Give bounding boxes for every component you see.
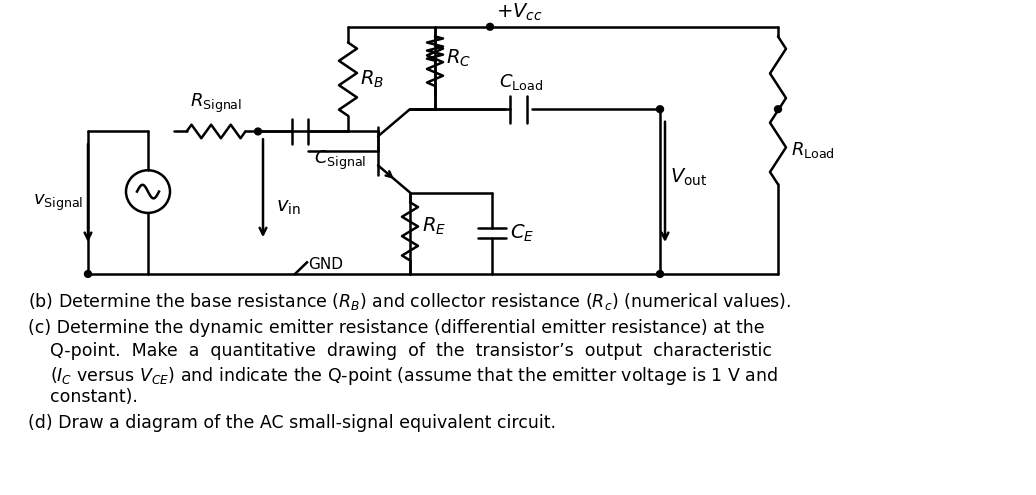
Circle shape [657,106,663,112]
Text: $+V_{cc}$: $+V_{cc}$ [496,1,543,23]
Text: Q-point.  Make  a  quantitative  drawing  of  the  transistor’s  output  charact: Q-point. Make a quantitative drawing of … [50,342,772,360]
Text: $R_{\mathrm{Load}}$: $R_{\mathrm{Load}}$ [792,141,835,160]
Text: (d) Draw a diagram of the AC small-signal equivalent circuit.: (d) Draw a diagram of the AC small-signa… [28,413,556,432]
Circle shape [85,271,91,277]
Text: $C_{\mathrm{Load}}$: $C_{\mathrm{Load}}$ [498,72,543,92]
Text: ($I_C$ versus $V_{CE}$) and indicate the Q-point (assume that the emitter voltag: ($I_C$ versus $V_{CE}$) and indicate the… [50,365,778,387]
Circle shape [255,128,261,135]
Text: $v_{\mathrm{in}}$: $v_{\mathrm{in}}$ [276,198,300,217]
Text: $R_B$: $R_B$ [359,68,384,90]
Text: GND: GND [308,257,343,272]
Text: (c) Determine the dynamic emitter resistance (differential emitter resistance) a: (c) Determine the dynamic emitter resist… [28,319,765,337]
Text: $C_E$: $C_E$ [510,223,535,244]
Text: $v_{\mathrm{Signal}}$: $v_{\mathrm{Signal}}$ [33,193,83,213]
Text: (b) Determine the base resistance ($R_B$) and collector resistance ($R_c$) (nume: (b) Determine the base resistance ($R_B$… [28,292,792,312]
Circle shape [775,106,781,112]
Text: constant).: constant). [50,389,138,406]
Text: $R_{\mathrm{Signal}}$: $R_{\mathrm{Signal}}$ [190,92,242,115]
Text: $R_E$: $R_E$ [422,216,447,237]
Text: $V_{\mathrm{out}}$: $V_{\mathrm{out}}$ [670,166,708,188]
Circle shape [487,23,493,30]
Circle shape [657,271,663,277]
Text: $R_C$: $R_C$ [447,48,471,69]
Text: $C_{\mathrm{Signal}}$: $C_{\mathrm{Signal}}$ [314,149,366,172]
